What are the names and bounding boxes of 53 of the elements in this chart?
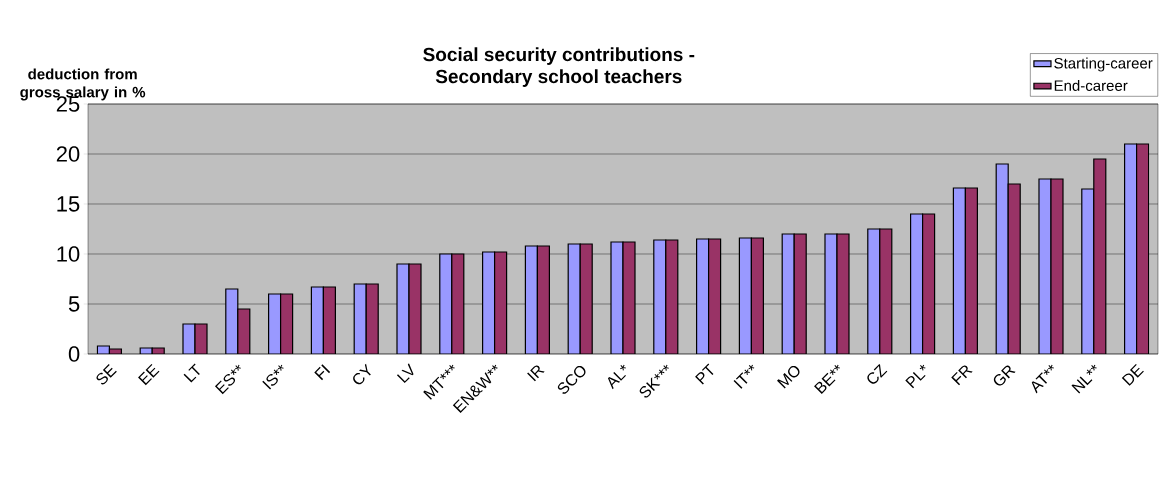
y-tick-label: 0 <box>68 346 80 362</box>
bar <box>879 229 892 354</box>
bar <box>439 253 453 354</box>
x-tick-label: GR <box>993 365 1016 386</box>
y-tick-label: 5 <box>68 296 80 312</box>
bar <box>696 238 710 354</box>
x-tick-label: AL* <box>607 364 626 390</box>
x-tick-label: EE <box>138 363 160 386</box>
x-tick-label: FI <box>314 364 331 381</box>
bar <box>1093 158 1107 354</box>
bar <box>793 233 807 354</box>
x-tick-label: PT <box>695 363 714 385</box>
bar <box>952 187 966 354</box>
bar <box>909 213 924 354</box>
bar <box>781 233 795 354</box>
x-tick-label: CZ <box>867 363 888 384</box>
x-tick-label: CY <box>353 363 371 385</box>
bar <box>1123 143 1138 354</box>
x-tick-label: PL* <box>905 364 926 389</box>
legend-label: End-career <box>1054 79 1128 91</box>
bar <box>750 237 764 354</box>
x-tick-label: IR <box>527 365 545 382</box>
bar <box>708 238 722 354</box>
bar <box>579 243 593 354</box>
y-tick-label: 10 <box>57 246 80 262</box>
y-tick-label: 15 <box>57 196 80 212</box>
bar <box>482 251 496 354</box>
bar <box>567 243 581 354</box>
bar <box>1135 143 1150 354</box>
legend-label: Starting-career <box>1054 57 1153 72</box>
chart-title: Social security contributions - Secondary school teachers <box>423 47 695 87</box>
x-tick-label: FR <box>951 365 973 386</box>
bar <box>451 253 465 354</box>
x-tick-label: SE <box>96 364 117 385</box>
x-tick-label: LT <box>183 363 200 383</box>
bar <box>653 239 667 354</box>
bar <box>922 213 936 354</box>
x-tick-label: IS** <box>262 364 284 390</box>
bar <box>536 245 550 354</box>
x-tick-label: LV <box>396 363 414 384</box>
bar <box>964 187 978 354</box>
x-tick-label: DE <box>1121 363 1144 386</box>
x-tick-label: MO <box>777 365 800 389</box>
bar <box>1007 183 1021 354</box>
y-tick-label: 20 <box>56 146 80 162</box>
bar <box>867 229 880 354</box>
bar <box>494 251 508 354</box>
bar <box>738 237 752 354</box>
bar <box>995 163 1009 354</box>
bar <box>665 239 679 354</box>
bar <box>1081 188 1095 354</box>
x-tick-label: IT** <box>733 364 755 389</box>
bar <box>524 245 538 354</box>
